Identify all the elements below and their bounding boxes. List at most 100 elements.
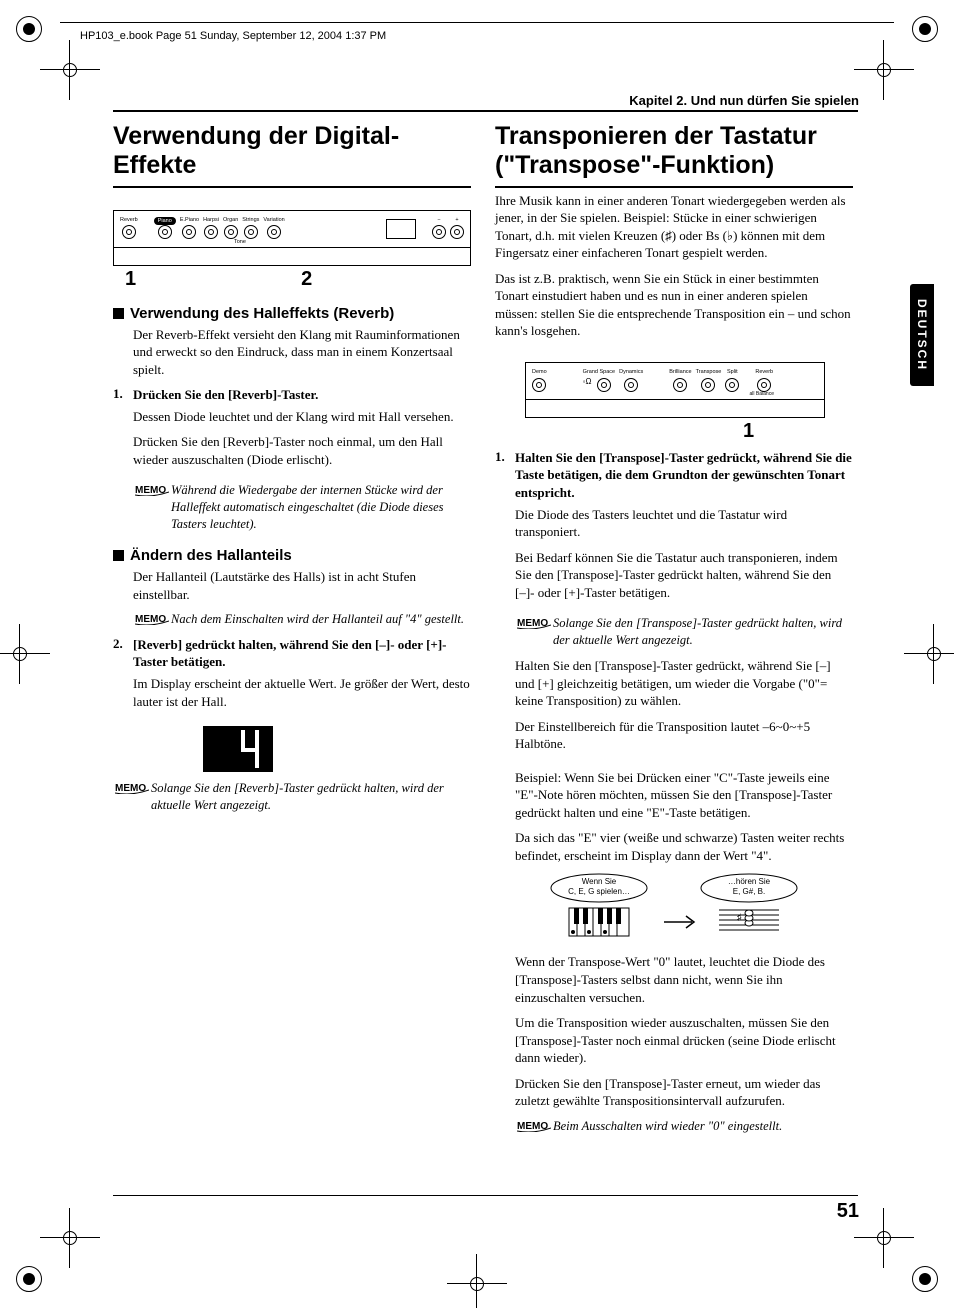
header-file-info: HP103_e.book Page 51 Sunday, September 1… bbox=[80, 30, 386, 42]
memo-icon: MEMO bbox=[515, 1118, 553, 1135]
knob-label: Demo bbox=[532, 370, 547, 376]
knob-icon bbox=[224, 225, 238, 239]
knob-label: Reverb bbox=[120, 218, 138, 224]
memo-icon: MEMO bbox=[113, 780, 151, 814]
step-1: 1. Halten Sie den [Transpose]-Taster ged… bbox=[495, 449, 853, 609]
svg-text:Wenn Sie: Wenn Sie bbox=[582, 877, 617, 886]
knob-icon bbox=[532, 378, 546, 392]
memo-icon: MEMO bbox=[133, 482, 171, 533]
registration-mark bbox=[467, 1274, 487, 1294]
paragraph: Beispiel: Wenn Sie bei Drücken einer "C"… bbox=[515, 769, 853, 822]
memo-text: Solange Sie den [Transpose]-Taster gedrü… bbox=[553, 615, 853, 649]
paragraph: Um die Transposition wieder auszuschalte… bbox=[515, 1014, 853, 1067]
crop-mark bbox=[912, 16, 938, 42]
registration-mark bbox=[924, 644, 944, 664]
memo-icon: MEMO bbox=[133, 611, 171, 628]
callout-number: 1 bbox=[125, 268, 136, 291]
knob-label: − bbox=[432, 218, 446, 224]
step-heading: Halten Sie den [Transpose]-Taster gedrüc… bbox=[515, 449, 853, 502]
knob-label: Organ bbox=[223, 218, 238, 224]
tone-label: Tone bbox=[234, 239, 246, 245]
knob-icon bbox=[244, 225, 258, 239]
paragraph: Dessen Diode leuchtet und der Klang wird… bbox=[133, 408, 471, 426]
step-heading: [Reverb] gedrückt halten, während Sie de… bbox=[133, 636, 471, 671]
step-2: 2. [Reverb] gedrückt halten, während Sie… bbox=[113, 636, 471, 718]
knob-icon bbox=[701, 378, 715, 392]
knob-label: E.Piano bbox=[180, 218, 199, 224]
display-icon bbox=[386, 219, 416, 239]
chapter-rule bbox=[113, 110, 858, 112]
svg-text:…hören Sie: …hören Sie bbox=[728, 877, 771, 886]
transpose-diagram: Wenn Sie C, E, G spielen… …hören Sie E, … bbox=[495, 872, 853, 947]
section-title: Verwendung der Digital-Effekte bbox=[113, 122, 471, 188]
registration-mark bbox=[874, 1228, 894, 1248]
paragraph: Bei Bedarf können Sie die Tastatur auch … bbox=[515, 549, 853, 602]
memo-note: MEMO Während die Wiedergabe der internen… bbox=[133, 482, 471, 533]
knob-label: Brilliance bbox=[669, 370, 691, 376]
memo-text: Nach dem Einschalten wird der Hallanteil… bbox=[171, 611, 471, 628]
knob-icon bbox=[432, 225, 446, 239]
memo-icon: MEMO bbox=[515, 615, 553, 649]
callout-number: 1 bbox=[743, 420, 754, 443]
knob-icon bbox=[122, 225, 136, 239]
knob-icon bbox=[267, 225, 281, 239]
paragraph: Drücken Sie den [Transpose]-Taster erneu… bbox=[515, 1075, 853, 1110]
step-number: 1. bbox=[495, 449, 515, 609]
memo-note: MEMO Beim Ausschalten wird wieder "0" ei… bbox=[515, 1118, 853, 1135]
knob-label: Strings bbox=[242, 218, 259, 224]
paragraph: Das ist z.B. praktisch, wenn Sie ein Stü… bbox=[495, 270, 853, 340]
paragraph: Drücken Sie den [Reverb]-Taster noch ein… bbox=[133, 433, 471, 468]
crop-mark bbox=[16, 1266, 42, 1292]
control-panel-figure: Demo Grand Space◦Ω Dynamics Brilliance T… bbox=[525, 362, 825, 443]
knob-label: Grand Space bbox=[583, 370, 615, 376]
knob-icon bbox=[450, 225, 464, 239]
knob-icon bbox=[158, 225, 172, 239]
knob-icon bbox=[182, 225, 196, 239]
knob-icon bbox=[673, 378, 687, 392]
registration-mark bbox=[60, 60, 80, 80]
registration-mark bbox=[60, 1228, 80, 1248]
step-heading: Drücken Sie den [Reverb]-Taster. bbox=[133, 386, 471, 404]
left-column: Verwendung der Digital-Effekte Reverb Pi… bbox=[113, 122, 471, 822]
header-rule bbox=[60, 22, 894, 23]
knob-icon bbox=[204, 225, 218, 239]
paragraph: Der Hallanteil (Lautstärke des Halls) is… bbox=[133, 568, 471, 603]
knob-icon bbox=[624, 378, 638, 392]
subheading-change-hall: Ändern des Hallanteils bbox=[113, 547, 471, 564]
paragraph: Die Diode des Tasters leuchtet und die T… bbox=[515, 506, 853, 541]
knob-label: Transpose bbox=[696, 370, 722, 376]
knob-icon bbox=[725, 378, 739, 392]
step-number: 2. bbox=[113, 636, 133, 718]
svg-text:♯: ♯ bbox=[737, 912, 742, 922]
paragraph: Ihre Musik kann in einer anderen Tonart … bbox=[495, 192, 853, 262]
memo-note: MEMO Solange Sie den [Reverb]-Taster ged… bbox=[113, 780, 471, 814]
paragraph: Wenn der Transpose-Wert "0" lautet, leuc… bbox=[515, 953, 853, 1006]
callout-number: 2 bbox=[301, 268, 312, 291]
control-panel-figure: Reverb Piano E.Piano Harpsi Organ String… bbox=[113, 210, 471, 291]
knob-label: Harpsi bbox=[203, 218, 219, 224]
balance-label: all Balance bbox=[750, 391, 774, 397]
memo-text: Während die Wiedergabe der internen Stüc… bbox=[171, 482, 471, 533]
memo-note: MEMO Nach dem Einschalten wird der Halla… bbox=[133, 611, 471, 628]
knob-label: Dynamics bbox=[619, 370, 643, 376]
step-number: 1. bbox=[113, 386, 133, 476]
paragraph: Der Reverb-Effekt versieht den Klang mit… bbox=[133, 326, 471, 379]
knob-label: Split bbox=[725, 370, 739, 376]
paragraph: Im Display erscheint der aktuelle Wert. … bbox=[133, 675, 471, 710]
paragraph: Halten Sie den [Transpose]-Taster gedrüc… bbox=[515, 657, 853, 710]
crop-mark bbox=[912, 1266, 938, 1292]
display-figure bbox=[203, 726, 273, 772]
memo-note: MEMO Solange Sie den [Transpose]-Taster … bbox=[515, 615, 853, 649]
page-number: 51 bbox=[837, 1200, 859, 1223]
knob-icon bbox=[597, 378, 611, 392]
chapter-heading: Kapitel 2. Und nun dürfen Sie spielen bbox=[629, 93, 859, 108]
right-column: Transponieren der Tastatur ("Transpose"-… bbox=[495, 122, 853, 1143]
knob-label: Variation bbox=[263, 218, 284, 224]
footer-rule bbox=[113, 1195, 858, 1196]
svg-text:C, E, G spielen…: C, E, G spielen… bbox=[568, 887, 630, 896]
registration-mark bbox=[10, 644, 30, 664]
memo-text: Solange Sie den [Reverb]-Taster gedrückt… bbox=[151, 780, 471, 814]
memo-text: Beim Ausschalten wird wieder "0" eingest… bbox=[553, 1118, 853, 1135]
crop-mark bbox=[16, 16, 42, 42]
page: HP103_e.book Page 51 Sunday, September 1… bbox=[0, 0, 954, 1308]
